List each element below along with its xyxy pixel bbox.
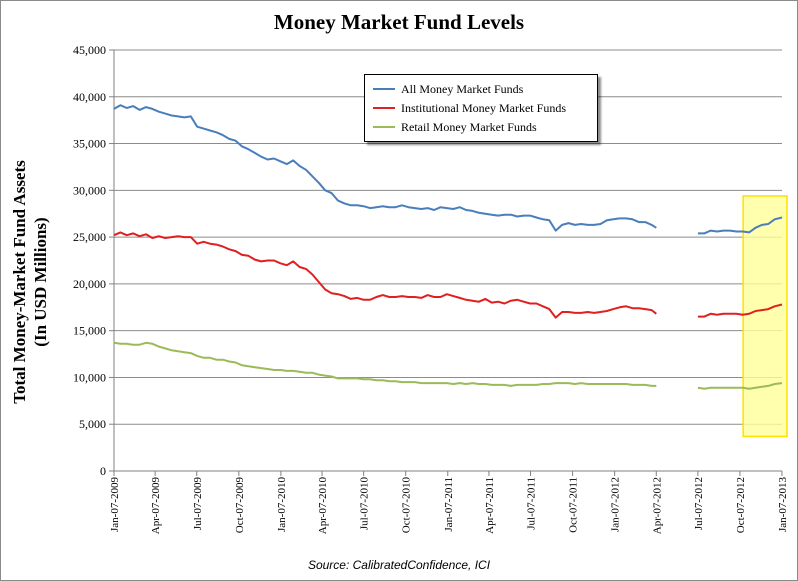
y-tick-label: 25,000	[73, 230, 106, 244]
legend-label-retail: Retail Money Market Funds	[401, 119, 537, 134]
x-tick-label: Jul-07-2011	[526, 477, 538, 530]
source-note: Source: CalibratedConfidence, ICI	[307, 558, 491, 572]
legend-label-institutional: Institutional Money Market Funds	[401, 100, 566, 115]
legend-item-retail: Retail Money Market Funds	[373, 119, 537, 135]
y-tick-label: 35,000	[73, 137, 106, 151]
y-tick-label: 40,000	[73, 90, 106, 104]
x-tick-label: Jan-07-2010	[276, 477, 288, 532]
series-line	[113, 231, 657, 319]
chart-title: Money Market Fund Levels	[273, 10, 525, 34]
series-line	[697, 303, 783, 318]
y-tick-label: 5,000	[79, 417, 106, 431]
x-tick-label: Jul-07-2010	[359, 477, 371, 531]
highlight-box	[742, 195, 788, 438]
x-tick-label: Jan-07-2013	[777, 477, 789, 532]
legend-item-all: All Money Market Funds	[373, 81, 523, 97]
series-line	[697, 216, 783, 235]
x-tick-label: Jan-07-2011	[443, 477, 455, 532]
series-line	[113, 104, 657, 232]
y-tick-label: 15,000	[73, 324, 106, 338]
y-tick-label: 10,000	[73, 370, 106, 384]
x-tick-label: Oct-07-2009	[234, 477, 246, 534]
x-tick-label: Apr-07-2010	[317, 477, 329, 535]
series-line	[697, 382, 783, 390]
x-tick-label: Jul-07-2009	[192, 477, 204, 531]
x-tick-label: Jul-07-2012	[693, 477, 705, 530]
y-tick-label: 0	[100, 464, 106, 478]
legend-swatch-all	[373, 88, 395, 90]
y-tick-label: 20,000	[73, 277, 106, 291]
y-tick-label: 30,000	[73, 183, 106, 197]
y-tick-label: 45,000	[73, 43, 106, 57]
x-tick-label: Jan-07-2012	[610, 477, 622, 532]
x-tick-label: Apr-07-2012	[651, 477, 663, 534]
x-tick-label: Oct-07-2010	[401, 477, 413, 534]
legend-swatch-institutional	[373, 107, 395, 109]
legend-item-institutional: Institutional Money Market Funds	[373, 100, 566, 116]
x-tick-label: Apr-07-2009	[150, 477, 162, 535]
x-tick-label: Apr-07-2011	[484, 477, 496, 534]
legend-swatch-retail	[373, 126, 395, 128]
legend-label-all: All Money Market Funds	[401, 81, 524, 96]
x-tick-label: Oct-07-2012	[735, 477, 747, 533]
legend: All Money Market Funds Institutional Mon…	[364, 74, 598, 142]
x-tick-label: Jan-07-2009	[109, 477, 121, 532]
x-tick-label: Oct-07-2011	[568, 477, 580, 533]
series-line	[113, 341, 657, 387]
